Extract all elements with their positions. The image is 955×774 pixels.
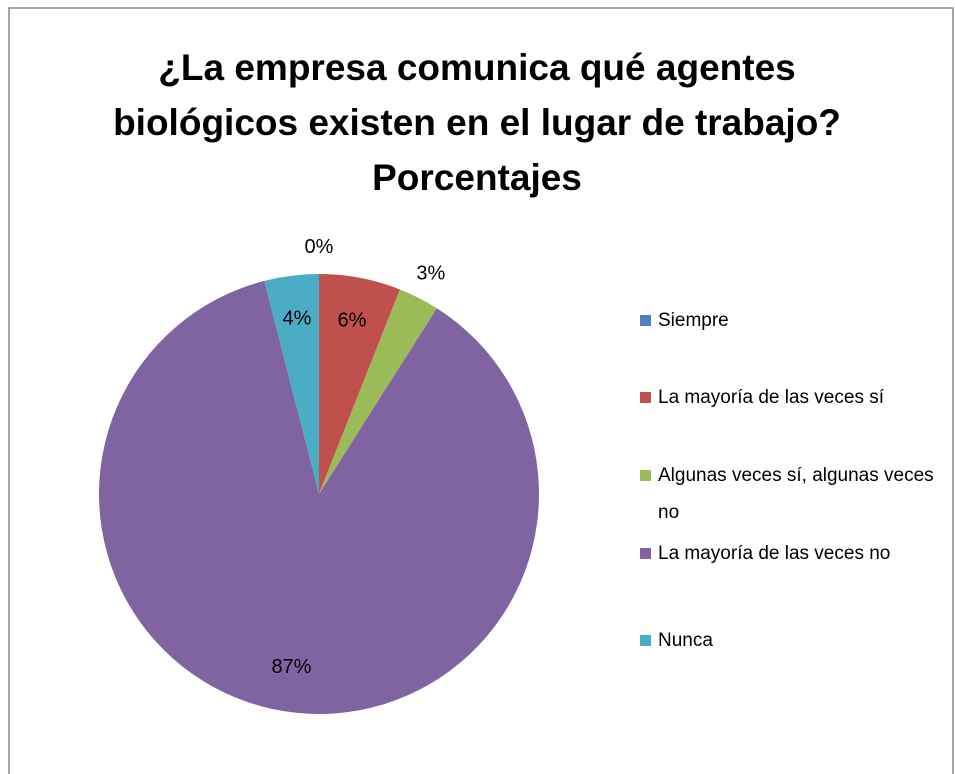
legend-swatch	[640, 315, 651, 326]
data-label: 0%	[305, 236, 334, 258]
legend-label: La mayoría de las veces no	[658, 543, 891, 564]
chart-title: ¿La empresa comunica qué agentes biológi…	[113, 47, 841, 198]
legend-swatch	[640, 470, 651, 481]
legend-swatch	[640, 635, 651, 646]
pie-slice	[98, 280, 540, 714]
legend-label: La mayoría de las veces sí	[658, 387, 884, 408]
pie-slice	[264, 274, 319, 494]
data-label: 3%	[416, 263, 445, 285]
pie-slice	[319, 289, 437, 494]
legend-swatch	[640, 548, 651, 559]
legend-item: Siempre	[640, 302, 940, 339]
legend-item: La mayoría de las veces sí	[640, 379, 940, 416]
legend-item: Algunas veces sí, algunas veces no	[640, 457, 940, 531]
data-label: 87%	[271, 656, 311, 678]
legend-item: Nunca	[640, 622, 940, 659]
data-label: 6%	[338, 309, 367, 331]
pie-slice	[319, 274, 400, 494]
legend-swatch	[640, 392, 651, 403]
legend-label: Siempre	[658, 310, 729, 331]
legend-label: Nunca	[658, 630, 713, 651]
data-label: 4%	[282, 308, 311, 330]
chart-border	[8, 7, 954, 774]
legend-label: Algunas veces sí, algunas veces no	[658, 465, 934, 523]
legend-item: La mayoría de las veces no	[640, 535, 940, 572]
